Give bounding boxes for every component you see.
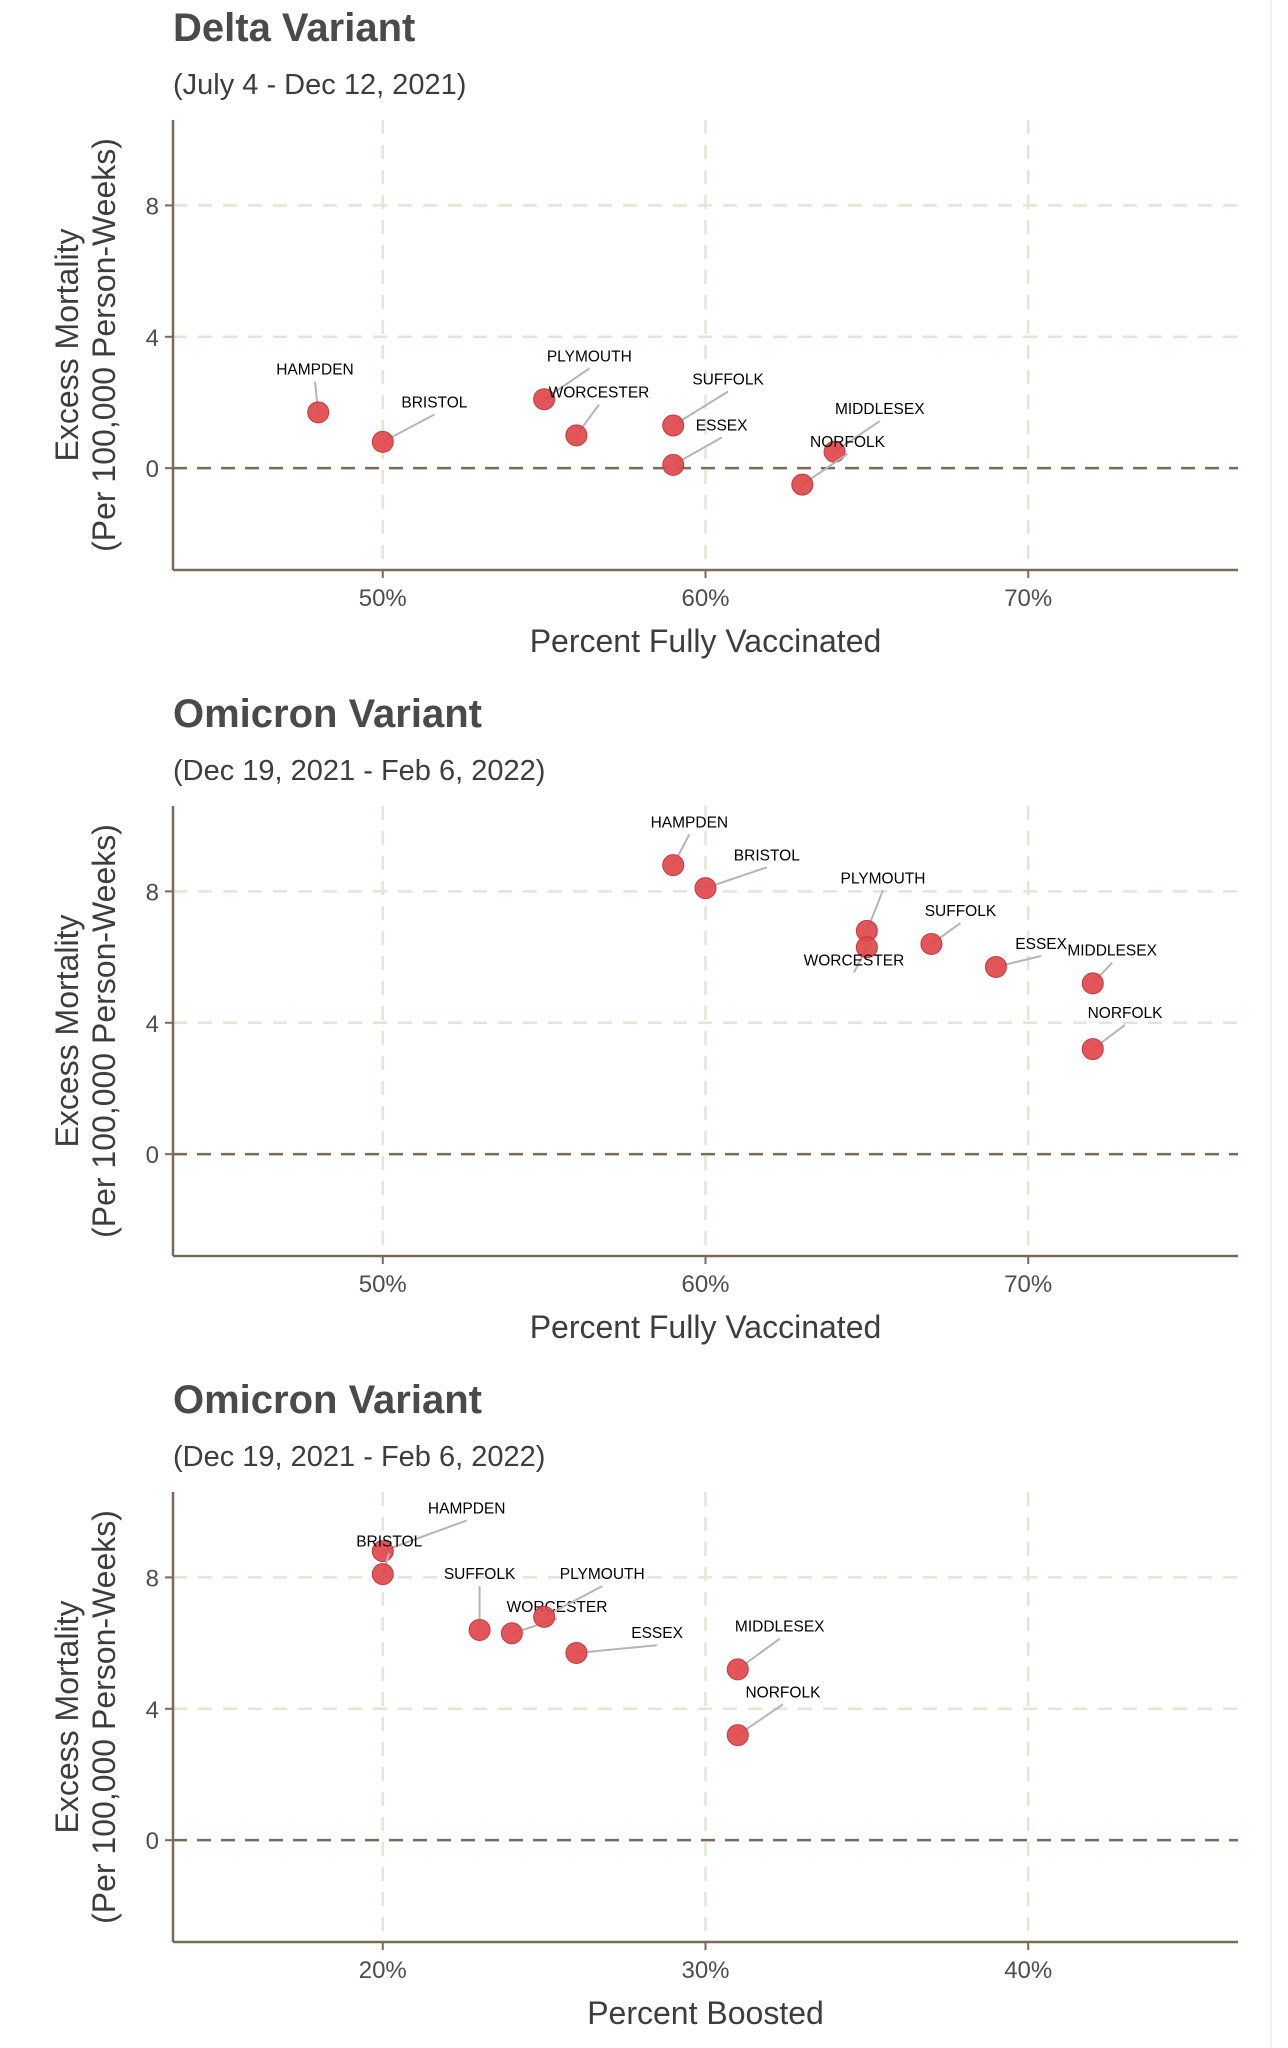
x-tick-label: 20% (359, 1957, 407, 1984)
chart-subtitle: (July 4 - Dec 12, 2021) (173, 69, 466, 101)
y-tick-label: 4 (146, 1011, 159, 1038)
data-point (726, 1724, 749, 1747)
point-label: SUFFOLK (925, 903, 997, 920)
data-point (662, 414, 685, 437)
point-label: WORCESTER (804, 952, 905, 969)
x-tick-label: 70% (1004, 585, 1052, 612)
y-axis-title-line2: (Per 100,000 Person-Weeks) (86, 1510, 122, 1924)
point-label: MIDDLESEX (1067, 943, 1157, 960)
x-tick-label: 40% (1004, 1957, 1052, 1984)
data-point (726, 1658, 749, 1681)
point-label: MIDDLESEX (735, 1619, 825, 1636)
data-point (791, 473, 814, 496)
data-point (371, 1563, 394, 1586)
chart-panel-1: Delta Variant (July 4 - Dec 12, 2021) 0 4 8 5… (49, 6, 1238, 659)
point-label: BRISTOL (356, 1533, 422, 1550)
point-label: PLYMOUTH (841, 870, 926, 887)
y-axis-title-line2: (Per 100,000 Person-Weeks) (86, 138, 122, 552)
point-label: WORCESTER (549, 385, 650, 402)
point-label: HAMPDEN (276, 362, 354, 379)
point-label: SUFFOLK (692, 371, 764, 388)
chart-title: Delta Variant (173, 6, 415, 50)
point-label: BRISTOL (401, 394, 467, 411)
y-tick-label: 0 (146, 1142, 159, 1169)
label-leader-line (576, 1644, 658, 1654)
chart-title: Omicron Variant (173, 1378, 482, 1422)
point-label: PLYMOUTH (547, 348, 632, 365)
data-point (371, 430, 394, 453)
y-tick-label: 0 (146, 1828, 159, 1855)
data-point (662, 453, 685, 476)
label-leader-line (382, 1519, 468, 1553)
chart-panel-2: Omicron Variant (Dec 19, 2021 - Feb 6, 20… (49, 692, 1238, 1345)
data-point (1081, 972, 1104, 995)
point-label: NORFOLK (745, 1684, 821, 1701)
point-label: MIDDLESEX (835, 401, 925, 418)
data-point (565, 1641, 588, 1664)
point-label: NORFOLK (810, 434, 886, 451)
y-axis-title-line2: (Per 100,000 Person-Weeks) (86, 824, 122, 1238)
y-tick-label: 8 (146, 1565, 159, 1592)
point-label: ESSEX (696, 417, 748, 434)
point-label: PLYMOUTH (560, 1566, 645, 1583)
y-tick-label: 8 (146, 193, 159, 220)
data-point (500, 1622, 523, 1645)
point-label: BRISTOL (734, 847, 800, 864)
y-tick-label: 4 (146, 1697, 159, 1724)
page-right-divider (1270, 0, 1272, 2048)
point-label: ESSEX (631, 1625, 683, 1642)
y-axis-title-line1: Excess Mortality (49, 915, 85, 1148)
point-label: WORCESTER (507, 1599, 608, 1616)
data-point (694, 877, 717, 900)
point-label: HAMPDEN (428, 1500, 506, 1517)
chart-title: Omicron Variant (173, 692, 482, 736)
data-point (307, 401, 330, 424)
data-point (855, 936, 878, 959)
data-point (468, 1618, 491, 1641)
chart-subtitle: (Dec 19, 2021 - Feb 6, 2022) (173, 1441, 545, 1473)
x-tick-label: 70% (1004, 1271, 1052, 1298)
y-tick-label: 0 (146, 456, 159, 483)
y-tick-label: 8 (146, 879, 159, 906)
x-axis-title: Percent Fully Vaccinated (530, 623, 882, 659)
data-point (984, 955, 1007, 978)
point-label: SUFFOLK (444, 1566, 516, 1583)
data-point (533, 1605, 556, 1628)
point-label: HAMPDEN (651, 814, 729, 831)
data-point (533, 388, 556, 411)
data-point (565, 424, 588, 447)
chart-subtitle: (Dec 19, 2021 - Feb 6, 2022) (173, 755, 545, 787)
chart-panel-3: Omicron Variant (Dec 19, 2021 - Feb 6, 20… (49, 1378, 1238, 2031)
x-axis-title: Percent Fully Vaccinated (530, 1309, 882, 1345)
x-tick-label: 50% (359, 1271, 407, 1298)
y-axis-title-line1: Excess Mortality (49, 229, 85, 462)
y-tick-label: 4 (146, 325, 159, 352)
x-axis-title: Percent Boosted (587, 1995, 824, 2031)
x-tick-label: 50% (359, 585, 407, 612)
x-tick-label: 60% (681, 1271, 729, 1298)
x-tick-label: 30% (681, 1957, 729, 1984)
data-point (920, 932, 943, 955)
data-point (1081, 1038, 1104, 1061)
x-tick-label: 60% (681, 585, 729, 612)
point-label: NORFOLK (1088, 1005, 1164, 1022)
data-point (662, 854, 685, 877)
y-axis-title-line1: Excess Mortality (49, 1601, 85, 1834)
point-label: ESSEX (1015, 936, 1067, 953)
